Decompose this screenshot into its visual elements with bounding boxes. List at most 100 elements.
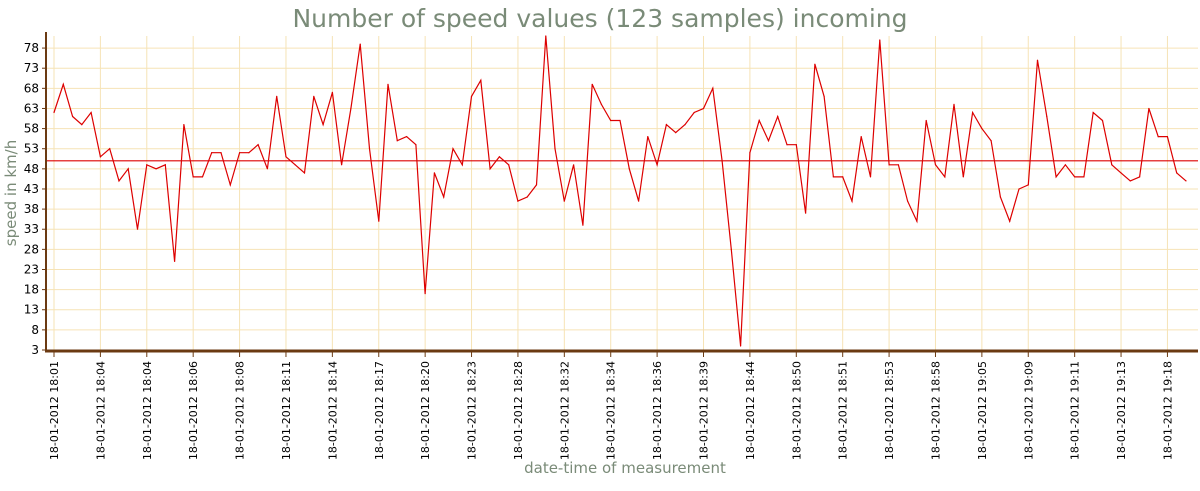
data-point bbox=[118, 180, 120, 182]
data-point bbox=[211, 152, 213, 154]
data-point bbox=[749, 152, 751, 154]
data-point bbox=[1176, 172, 1178, 174]
x-tick-label: 18-01-2012 18:32 bbox=[558, 361, 571, 460]
x-tick-label: 18-01-2012 18:06 bbox=[187, 361, 200, 460]
data-point bbox=[721, 160, 723, 162]
data-point bbox=[508, 164, 510, 166]
data-point bbox=[1046, 115, 1048, 118]
data-point bbox=[1129, 180, 1131, 182]
data-point bbox=[907, 200, 909, 202]
data-point bbox=[183, 124, 185, 126]
x-tick-label: 18-01-2012 18:39 bbox=[698, 361, 711, 460]
data-point bbox=[842, 176, 844, 178]
grid-layer bbox=[46, 36, 1198, 351]
data-point bbox=[814, 63, 816, 65]
data-point bbox=[962, 176, 964, 178]
data-point bbox=[322, 124, 324, 126]
data-point bbox=[276, 95, 278, 97]
data-point bbox=[396, 140, 398, 142]
data-point bbox=[424, 293, 426, 295]
data-point bbox=[656, 164, 658, 166]
data-point bbox=[331, 91, 333, 93]
data-point bbox=[990, 140, 992, 142]
data-point bbox=[1166, 136, 1168, 138]
data-point bbox=[925, 119, 927, 122]
data-point bbox=[489, 168, 491, 170]
data-point bbox=[545, 35, 547, 37]
data-point bbox=[600, 103, 603, 105]
data-point bbox=[702, 107, 705, 110]
data-point bbox=[1092, 111, 1094, 114]
x-tick-label: 18-01-2012 18:23 bbox=[466, 361, 479, 460]
data-point bbox=[378, 220, 380, 222]
data-point bbox=[665, 124, 668, 126]
x-tick-label: 18-01-2012 18:14 bbox=[326, 361, 339, 460]
data-point bbox=[981, 128, 983, 130]
data-point bbox=[368, 148, 371, 150]
data-point bbox=[777, 115, 779, 118]
data-point bbox=[498, 156, 500, 158]
x-tick-label: 18-01-2012 19:09 bbox=[1022, 361, 1035, 460]
data-point bbox=[155, 168, 157, 170]
data-point bbox=[164, 164, 166, 166]
data-point bbox=[146, 164, 148, 166]
data-point bbox=[628, 168, 630, 170]
data-point bbox=[647, 136, 649, 138]
data-point bbox=[239, 152, 241, 154]
data-point bbox=[72, 115, 74, 118]
data-point bbox=[1185, 180, 1187, 182]
speed-series-line bbox=[53, 35, 1187, 347]
data-point bbox=[869, 176, 872, 178]
data-point bbox=[591, 83, 593, 85]
data-point bbox=[192, 176, 194, 178]
y-tick-label: 48 bbox=[24, 162, 39, 176]
data-point bbox=[53, 111, 55, 114]
data-point bbox=[805, 212, 807, 214]
data-point bbox=[433, 172, 435, 174]
data-point bbox=[526, 196, 528, 198]
data-point bbox=[109, 148, 111, 150]
data-point bbox=[740, 345, 742, 347]
data-point bbox=[934, 164, 937, 166]
data-point bbox=[90, 111, 92, 114]
x-tick-label: 18-01-2012 18:20 bbox=[419, 361, 432, 460]
data-point bbox=[174, 260, 176, 262]
x-tick-label: 18-01-2012 18:08 bbox=[234, 361, 247, 460]
data-point bbox=[1111, 164, 1113, 166]
x-axis-label: date-time of measurement bbox=[524, 459, 726, 477]
y-tick-label: 53 bbox=[24, 142, 39, 156]
data-point bbox=[693, 111, 695, 114]
data-point bbox=[359, 43, 361, 45]
data-point bbox=[470, 95, 473, 97]
data-point bbox=[795, 144, 797, 146]
x-tick-label: 18-01-2012 18:51 bbox=[837, 361, 850, 460]
y-axis-label: speed in km/h bbox=[2, 140, 20, 246]
data-point bbox=[860, 136, 862, 138]
data-point bbox=[1101, 119, 1104, 122]
x-tick-label: 18-01-2012 19:11 bbox=[1069, 361, 1082, 460]
y-tick-label: 23 bbox=[24, 262, 39, 276]
x-tick-label: 18-01-2012 19:05 bbox=[976, 361, 989, 460]
data-point bbox=[81, 124, 83, 126]
data-point bbox=[1120, 172, 1122, 174]
y-tick-label: 58 bbox=[24, 122, 39, 136]
data-point bbox=[266, 168, 268, 170]
x-tick-label: 18-01-2012 18:04 bbox=[141, 361, 154, 460]
y-tick-label: 68 bbox=[24, 81, 39, 95]
data-point bbox=[953, 103, 955, 105]
data-point bbox=[999, 196, 1002, 198]
data-point bbox=[610, 119, 612, 122]
x-tick-labels: 18-01-2012 18:01 18-01-2012 18:04 18-01-20… bbox=[48, 361, 1174, 460]
data-point bbox=[313, 95, 315, 97]
data-point bbox=[1027, 184, 1029, 186]
data-point bbox=[220, 152, 222, 154]
data-point bbox=[675, 132, 677, 134]
data-point bbox=[99, 156, 101, 158]
data-point bbox=[897, 164, 900, 166]
x-tick-label: 18-01-2012 18:58 bbox=[929, 361, 942, 460]
y-tick-label: 73 bbox=[24, 61, 39, 75]
data-point bbox=[582, 224, 584, 226]
data-point bbox=[229, 184, 231, 186]
data-point bbox=[879, 39, 881, 41]
